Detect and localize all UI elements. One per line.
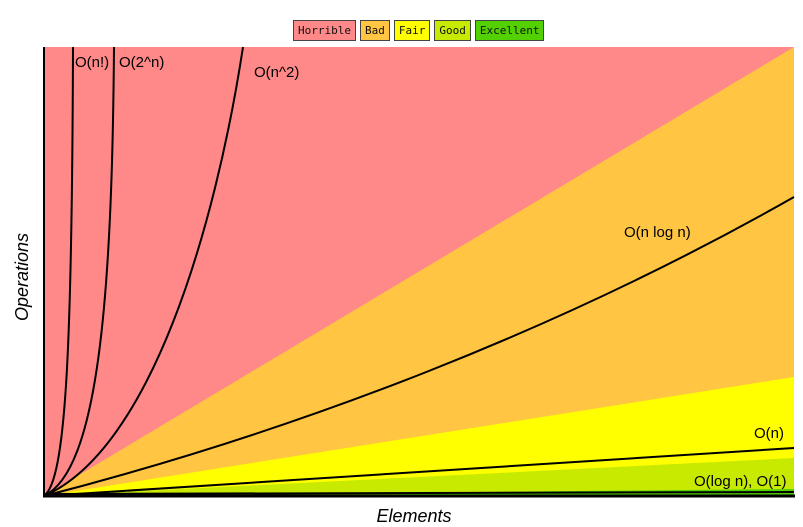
region-fair: [44, 377, 794, 496]
legend-item-excellent: Excellent: [474, 20, 545, 41]
curve-nlogn: [43, 196, 795, 497]
label-log-constant: O(log n), O(1): [694, 473, 787, 490]
curve-exponential: [43, 46, 115, 497]
label-exponential: O(2^n): [119, 54, 164, 71]
label-nlogn: O(n log n): [624, 224, 691, 241]
label-factorial: O(n!): [75, 54, 109, 71]
label-quadratic: O(n^2): [254, 64, 299, 81]
region-bad: [44, 47, 794, 496]
x-axis-label: Elements: [376, 506, 451, 526]
y-axis-label: Operations: [12, 233, 32, 321]
region-good: [44, 458, 794, 496]
legend-item-bad: Bad: [359, 20, 390, 41]
curve-linear: [43, 447, 795, 497]
curve-log-constant: [43, 491, 795, 495]
legend: Horrible Bad Fair Good Excellent: [293, 20, 545, 41]
label-linear: O(n): [754, 425, 784, 442]
curve-factorial: [43, 46, 74, 497]
legend-item-good: Good: [434, 20, 471, 41]
legend-item-horrible: Horrible: [293, 20, 356, 41]
curve-quadratic: [43, 46, 244, 497]
legend-item-fair: Fair: [393, 20, 431, 41]
